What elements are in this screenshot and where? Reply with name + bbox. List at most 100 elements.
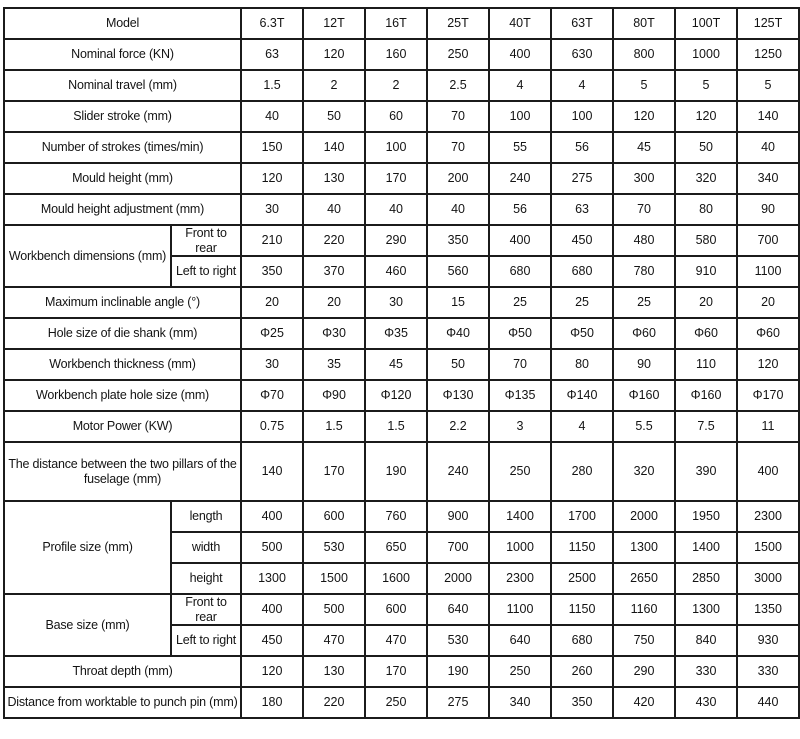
spec-value-cell: Φ25 — [240, 317, 305, 350]
spec-value-cell: 530 — [302, 531, 367, 564]
row-label: Nominal force (KN) — [2, 38, 243, 71]
spec-value-cell: 70 — [612, 193, 677, 226]
table-row: Workbench plate hole size (mm) Φ70 Φ90 Φ120… — [2, 379, 800, 412]
spec-value-cell: 2850 — [674, 562, 739, 595]
row-label: Number of strokes (times/min) — [2, 131, 243, 164]
spec-value-cell: 190 — [426, 655, 491, 688]
spec-value-cell: Φ40 — [426, 317, 491, 350]
spec-value-cell: 470 — [364, 624, 429, 657]
spec-value-cell: 630 — [550, 38, 615, 71]
spec-value-cell: 500 — [240, 531, 305, 564]
spec-value-cell: 390 — [674, 441, 739, 502]
spec-value-cell: 350 — [240, 255, 305, 288]
spec-value-cell: 45 — [612, 131, 677, 164]
spec-value-cell: 370 — [302, 255, 367, 288]
spec-value-cell: 260 — [550, 655, 615, 688]
spec-value-cell: 1500 — [302, 562, 367, 595]
spec-value-cell: 1350 — [736, 593, 800, 626]
spec-value-cell: 5 — [674, 69, 739, 102]
spec-value-cell: 7.5 — [674, 410, 739, 443]
spec-value-cell: 240 — [426, 441, 491, 502]
row-label: Nominal travel (mm) — [2, 69, 243, 102]
spec-value-cell: 340 — [488, 686, 553, 719]
spec-value-cell: 4 — [488, 69, 553, 102]
table-row: Motor Power (KW) 0.75 1.5 1.5 2.2 3 4 5.5 7.5 11 — [2, 410, 800, 443]
spec-value-cell: 70 — [426, 131, 491, 164]
spec-value-cell: 20 — [240, 286, 305, 319]
spec-value-cell: 1000 — [674, 38, 739, 71]
row-label: Mould height (mm) — [2, 162, 243, 195]
spec-value-cell: 5 — [736, 69, 800, 102]
spec-value-cell: 2500 — [550, 562, 615, 595]
spec-value-cell: 290 — [364, 224, 429, 257]
spec-value-cell: Φ160 — [612, 379, 677, 412]
table-row: Left to right 450 470 470 530 640 680 750 840 930 — [4, 624, 800, 657]
spec-value-cell: 25 — [612, 286, 677, 319]
spec-value-cell: 250 — [488, 655, 553, 688]
spec-value-cell: 80 — [674, 193, 739, 226]
spec-value-cell: 170 — [364, 162, 429, 195]
spec-value-cell: 80 — [550, 348, 615, 381]
spec-value-cell: 3000 — [736, 562, 800, 595]
spec-value-cell: 120 — [736, 348, 800, 381]
spec-value-cell: 1400 — [674, 531, 739, 564]
spec-value-cell: 20 — [674, 286, 739, 319]
spec-value-cell: 1300 — [674, 593, 739, 626]
spec-value-cell: 130 — [302, 655, 367, 688]
table-row: Base size (mm) Front to rear 400 500 600 640 1… — [3, 593, 800, 657]
spec-value-cell: 3 — [488, 410, 553, 443]
spec-value-cell: 50 — [674, 131, 739, 164]
spec-value-cell: 40 — [426, 193, 491, 226]
spec-value-cell: 440 — [736, 686, 800, 719]
spec-value-cell: 2300 — [488, 562, 553, 595]
spec-value-cell: 20 — [736, 286, 800, 319]
table-row: Number of strokes (times/min) 150 140 100 70… — [2, 131, 800, 164]
spec-value-cell: 760 — [364, 500, 429, 533]
spec-value-cell: 340 — [736, 162, 800, 195]
table-row: width 500 530 650 700 1000 1150 1300 1400 1500 — [4, 531, 800, 564]
spec-value-cell: 2.2 — [426, 410, 491, 443]
spec-value-cell: 30 — [240, 348, 305, 381]
spec-value-cell: 250 — [488, 441, 553, 502]
spec-table-body: Model 6.3T 12T 16T 25T 40T 63T 80T 100T 125T Nomin… — [2, 7, 800, 719]
spec-value-cell: 470 — [302, 624, 367, 657]
spec-value-cell: 1160 — [612, 593, 677, 626]
spec-value-cell: Φ170 — [736, 379, 800, 412]
spec-value-cell: 120 — [302, 38, 367, 71]
spec-value-cell: 220 — [302, 224, 367, 257]
row-label: Motor Power (KW) — [2, 410, 243, 443]
table-row: Maximum inclinable angle (°) 20 20 30 15 25 25… — [2, 286, 800, 319]
spec-value-cell: 30 — [364, 286, 429, 319]
spec-value-cell: 56 — [488, 193, 553, 226]
spec-value-cell: 1100 — [736, 255, 800, 288]
row-label: Workbench thickness (mm) — [2, 348, 243, 381]
spec-value-cell: 170 — [302, 441, 367, 502]
spec-value-cell: 1.5 — [302, 410, 367, 443]
spec-value-cell: 20 — [302, 286, 367, 319]
spec-value-cell: 530 — [426, 624, 491, 657]
spec-value-cell: 700 — [736, 224, 800, 257]
spec-value-cell: Φ50 — [550, 317, 615, 350]
spec-value-cell: 40 — [364, 193, 429, 226]
spec-value-cell: 275 — [550, 162, 615, 195]
spec-value-cell: 450 — [240, 624, 305, 657]
spec-value-cell: 320 — [674, 162, 739, 195]
spec-value-cell: 500 — [302, 593, 367, 626]
spec-value-cell: 4 — [550, 69, 615, 102]
spec-value-cell: 420 — [612, 686, 677, 719]
row-label: Throat depth (mm) — [2, 655, 243, 688]
spec-value-cell: 400 — [240, 500, 305, 533]
spec-value-cell: 180 — [240, 686, 305, 719]
model-header-cell: 40T — [488, 7, 553, 40]
spec-value-cell: Φ140 — [550, 379, 615, 412]
spec-value-cell: 400 — [488, 38, 553, 71]
table-row: Nominal force (KN) 63 120 160 250 400 630 800 10… — [2, 38, 800, 71]
spec-value-cell: Φ160 — [674, 379, 739, 412]
model-header-cell: 63T — [550, 7, 615, 40]
model-header-cell: 80T — [612, 7, 677, 40]
spec-value-cell: 120 — [612, 100, 677, 133]
spec-value-cell: 50 — [302, 100, 367, 133]
spec-value-cell: 300 — [612, 162, 677, 195]
spec-value-cell: 56 — [550, 131, 615, 164]
spec-value-cell: 110 — [674, 348, 739, 381]
